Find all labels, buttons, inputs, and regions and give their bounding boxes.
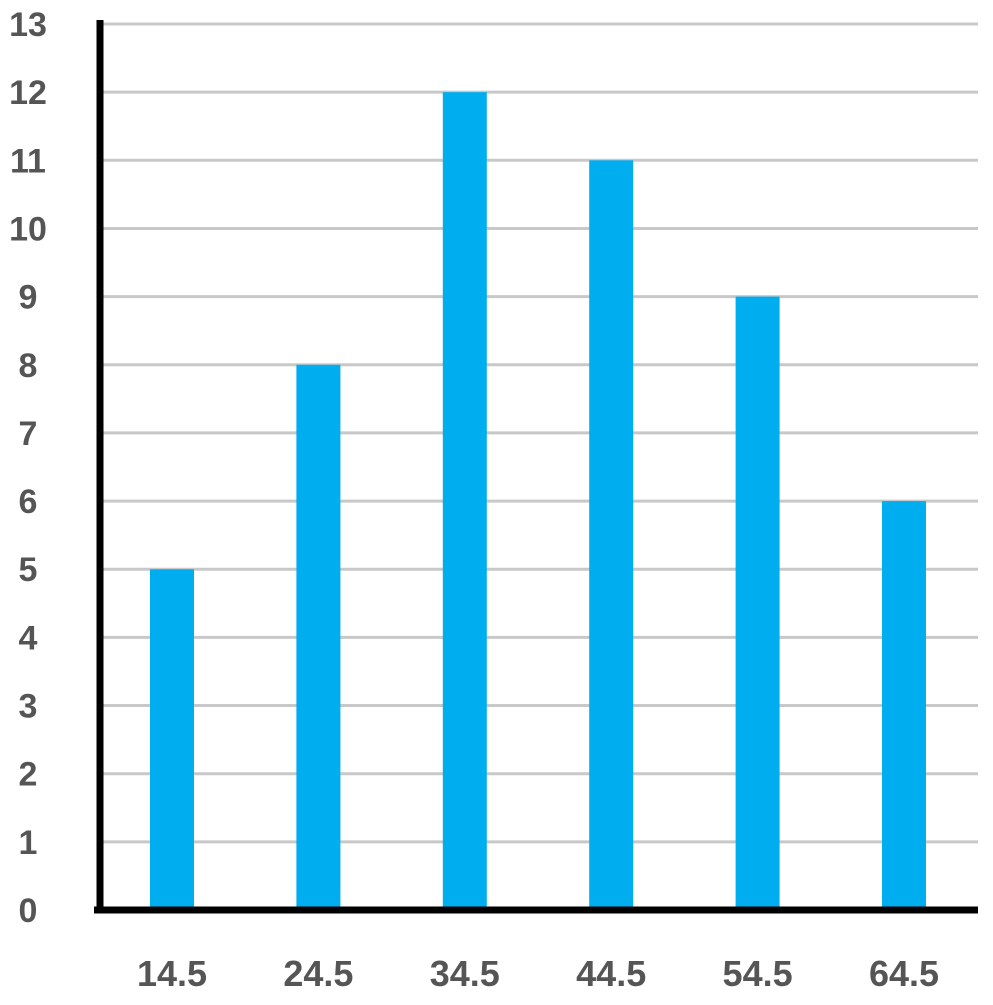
bar-14.5 bbox=[150, 569, 194, 910]
axes bbox=[94, 20, 978, 914]
y-tick-label: 0 bbox=[19, 892, 38, 930]
x-tick-label: 64.5 bbox=[869, 953, 939, 994]
x-tick-label: 54.5 bbox=[723, 953, 793, 994]
y-tick-label: 12 bbox=[9, 74, 47, 112]
y-tick-label: 4 bbox=[19, 619, 38, 657]
y-tick-label: 3 bbox=[19, 688, 38, 726]
y-tick-label: 10 bbox=[9, 210, 47, 248]
bar-54.5 bbox=[735, 296, 780, 911]
y-tick-label: 8 bbox=[19, 347, 38, 385]
y-tick-label: 6 bbox=[19, 483, 38, 521]
y-tick-label: 1 bbox=[19, 824, 38, 862]
y-tick-label: 13 bbox=[9, 6, 47, 44]
bar-24.5 bbox=[296, 364, 341, 910]
y-tick-label: 9 bbox=[19, 279, 38, 317]
x-tick-label: 24.5 bbox=[283, 953, 353, 994]
bar-34.5 bbox=[442, 92, 487, 910]
x-tick-label: 14.5 bbox=[137, 953, 207, 994]
x-tick-label: 34.5 bbox=[430, 953, 500, 994]
x-tick-labels: 14.5 24.5 34.5 44.5 54.5 64.5 bbox=[137, 953, 939, 994]
bar-64.5 bbox=[882, 501, 926, 910]
y-tick-label: 11 bbox=[10, 142, 46, 180]
x-tick-label: 44.5 bbox=[576, 953, 646, 994]
y-tick-label: 5 bbox=[19, 551, 38, 589]
y-tick-label: 7 bbox=[19, 415, 38, 453]
bar-44.5 bbox=[589, 160, 634, 911]
bars bbox=[150, 92, 926, 911]
y-tick-label: 2 bbox=[19, 756, 38, 794]
gridlines bbox=[100, 22, 978, 844]
